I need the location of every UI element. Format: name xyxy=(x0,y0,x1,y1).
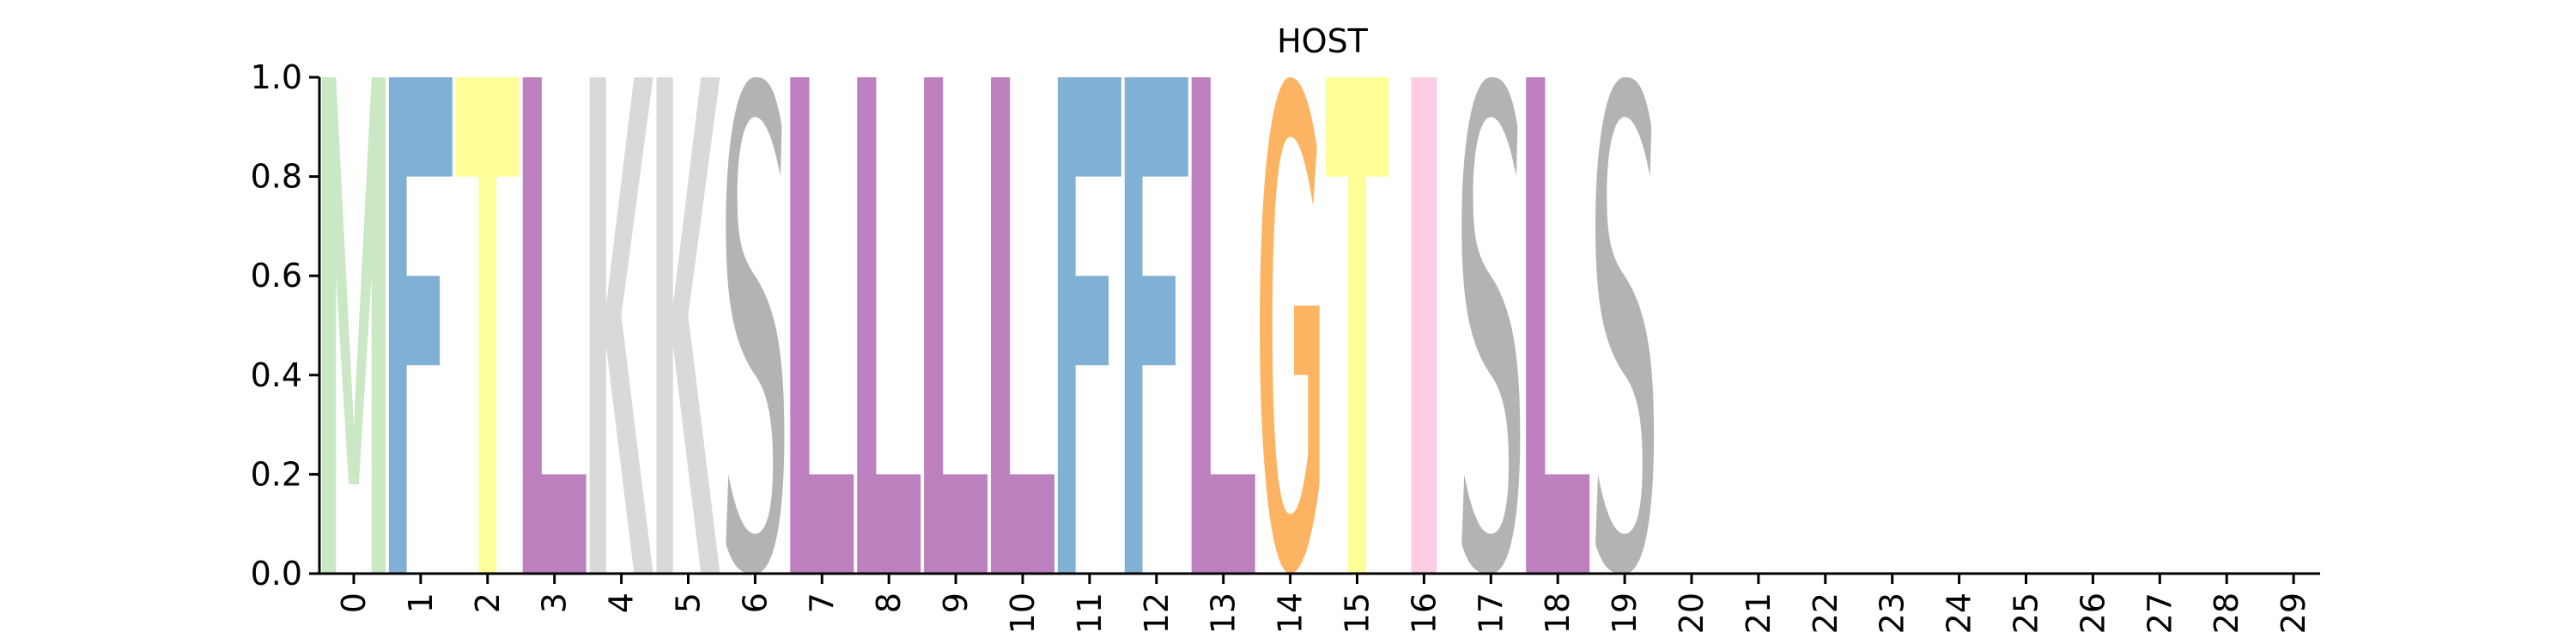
y-tick-label: 0.8 xyxy=(251,158,302,196)
x-tick-label: 28 xyxy=(2208,592,2245,634)
x-tick-label: 14 xyxy=(1272,592,1309,634)
letter-glyph-S xyxy=(1595,77,1655,574)
x-tick-label: 4 xyxy=(603,592,641,613)
x-tick-label: 24 xyxy=(1941,592,1978,634)
letter-glyph-L xyxy=(522,77,586,574)
letter-glyph-M xyxy=(322,77,386,574)
x-tick-label: 11 xyxy=(1071,592,1109,634)
letter-glyph-L xyxy=(1191,77,1255,574)
letter-glyph-L xyxy=(991,77,1054,574)
logo-letter-13 xyxy=(1191,77,1255,574)
logo-letter-9 xyxy=(924,77,988,574)
y-tick-label: 0.0 xyxy=(251,555,302,592)
x-tick-label: 13 xyxy=(1205,592,1242,634)
x-tick-label: 29 xyxy=(2275,592,2312,634)
x-tick-label: 2 xyxy=(469,592,507,613)
logo-letter-14 xyxy=(1260,77,1320,574)
x-tick-label: 6 xyxy=(736,592,774,613)
letter-glyph-L xyxy=(790,77,854,574)
x-tick-label: 5 xyxy=(670,592,708,613)
logo-letter-8 xyxy=(857,77,921,574)
letter-glyph-L xyxy=(1526,77,1590,574)
x-tick-label: 15 xyxy=(1339,592,1376,634)
x-tick-label: 17 xyxy=(1472,592,1510,634)
x-tick-label: 1 xyxy=(402,592,440,613)
x-tick-label: 7 xyxy=(803,592,841,613)
x-tick-label: 27 xyxy=(2141,592,2178,634)
logo-letters xyxy=(322,77,1655,574)
letter-glyph-S xyxy=(1461,77,1521,574)
letter-glyph-T xyxy=(1325,77,1389,574)
logo-letter-4 xyxy=(589,77,653,574)
logo-letter-5 xyxy=(656,77,720,574)
x-tick-label: 25 xyxy=(2008,592,2045,634)
x-tick-label: 8 xyxy=(870,592,908,613)
logo-letter-12 xyxy=(1124,77,1188,574)
x-tick-label: 19 xyxy=(1606,592,1643,634)
logo-letter-7 xyxy=(790,77,854,574)
x-tick-label: 26 xyxy=(2074,592,2111,634)
letter-glyph-F xyxy=(388,77,453,574)
y-tick-label: 0.2 xyxy=(251,455,302,493)
axes: 0.00.20.40.60.81.00 1 2 3 4 5 6 7 8 9 10 11 12 13 14 15… xyxy=(251,58,2320,634)
x-tick-label: 21 xyxy=(1740,592,1777,634)
logo-letter-15 xyxy=(1325,77,1389,574)
logo-letter-18 xyxy=(1526,77,1590,574)
logo-letter-10 xyxy=(991,77,1054,574)
x-tick-label: 22 xyxy=(1807,592,1844,634)
logo-letter-16 xyxy=(1411,77,1437,574)
letter-glyph-L xyxy=(857,77,921,574)
x-tick-label: 20 xyxy=(1673,592,1710,634)
x-tick-label: 3 xyxy=(536,592,574,613)
x-tick-label: 9 xyxy=(937,592,975,613)
letter-glyph-T xyxy=(455,77,519,574)
chart-title: HOST xyxy=(1277,22,1369,60)
logo-letter-19 xyxy=(1595,77,1655,574)
y-tick-label: 0.6 xyxy=(251,257,302,295)
logo-letter-3 xyxy=(522,77,586,574)
logo-letter-1 xyxy=(388,77,453,574)
y-tick-label: 0.4 xyxy=(251,356,302,394)
logo-letter-6 xyxy=(726,77,785,574)
x-tick-label: 0 xyxy=(335,592,373,613)
logo-letter-2 xyxy=(455,77,519,574)
letter-glyph-F xyxy=(1057,77,1121,574)
logo-letter-0 xyxy=(322,77,386,574)
letter-glyph-K xyxy=(656,77,720,574)
letter-glyph-F xyxy=(1124,77,1188,574)
letter-glyph-K xyxy=(589,77,653,574)
x-tick-label: 16 xyxy=(1405,592,1443,634)
letter-glyph-L xyxy=(924,77,988,574)
letter-glyph-I xyxy=(1411,77,1437,574)
logo-letter-17 xyxy=(1461,77,1521,574)
letter-glyph-S xyxy=(726,77,785,574)
x-tick-label: 10 xyxy=(1004,592,1042,634)
y-tick-label: 1.0 xyxy=(251,58,302,96)
letter-glyph-G xyxy=(1260,77,1320,574)
logo-letter-11 xyxy=(1057,77,1121,574)
x-tick-label: 23 xyxy=(1874,592,1911,634)
x-tick-label: 18 xyxy=(1539,592,1577,634)
x-tick-label: 12 xyxy=(1138,592,1176,634)
